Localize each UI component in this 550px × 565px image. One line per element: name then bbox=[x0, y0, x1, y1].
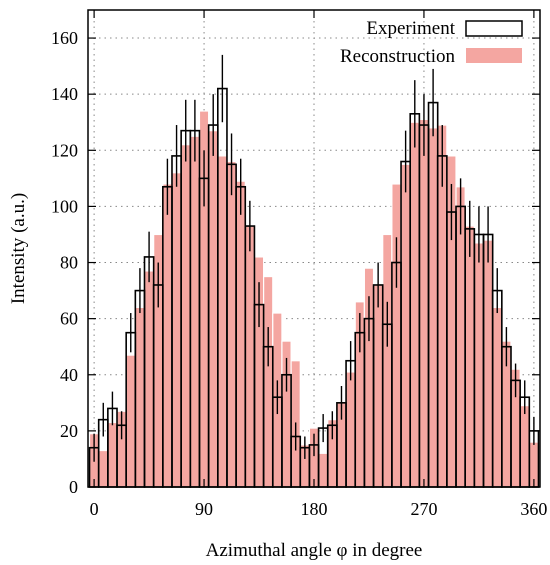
reconstruction-bar bbox=[217, 155, 228, 488]
x-axis-label: Azimuthal angle φ in degree bbox=[206, 540, 423, 561]
reconstruction-bar bbox=[171, 172, 182, 488]
legend-label-reconstruction: Reconstruction bbox=[340, 46, 456, 67]
reconstruction-bar bbox=[134, 306, 146, 488]
x-tick-label: 360 bbox=[520, 499, 547, 519]
y-tick-label: 0 bbox=[69, 477, 78, 497]
reconstruction-bar bbox=[244, 225, 256, 488]
y-tick-label: 40 bbox=[60, 365, 78, 385]
reconstruction-bar bbox=[427, 127, 439, 488]
reconstruction-bars bbox=[88, 110, 540, 488]
reconstruction-bar bbox=[492, 306, 503, 488]
x-tick-label: 180 bbox=[301, 499, 328, 519]
reconstruction-bar bbox=[345, 371, 356, 488]
reconstruction-bar bbox=[208, 130, 219, 488]
y-axis-label: Intensity (a.u.) bbox=[8, 193, 29, 304]
reconstruction-bar bbox=[107, 421, 118, 488]
reconstruction-bar bbox=[125, 354, 136, 488]
reconstruction-bar bbox=[391, 183, 402, 488]
y-tick-labels: 0 20 40 60 80 100 120 140 160 bbox=[51, 28, 78, 497]
reconstruction-bar bbox=[235, 180, 246, 488]
x-tick-label: 270 bbox=[410, 499, 437, 519]
reconstruction-bar bbox=[400, 163, 411, 488]
reconstruction-bar bbox=[409, 121, 420, 488]
reconstruction-bar bbox=[263, 275, 274, 488]
reconstruction-bar bbox=[317, 452, 329, 488]
y-tick-label: 140 bbox=[51, 84, 78, 104]
y-tick-label: 100 bbox=[51, 196, 78, 216]
legend-label-experiment: Experiment bbox=[366, 18, 455, 39]
y-tick-label: 80 bbox=[60, 253, 78, 273]
reconstruction-bar bbox=[418, 118, 430, 488]
legend: Experiment Reconstruction bbox=[340, 18, 523, 67]
reconstruction-bar bbox=[143, 270, 155, 488]
y-tick-label: 20 bbox=[60, 421, 78, 441]
reconstruction-bar bbox=[189, 135, 201, 488]
legend-swatch-reconstruction bbox=[466, 48, 522, 63]
x-tick-labels: 0 90 180 270 360 bbox=[90, 499, 548, 519]
reconstruction-bar bbox=[473, 242, 485, 488]
reconstruction-bar bbox=[98, 449, 109, 488]
reconstruction-bar bbox=[382, 233, 393, 488]
y-tick-label: 160 bbox=[51, 28, 78, 48]
reconstruction-bar bbox=[226, 160, 237, 488]
x-tick-label: 0 bbox=[90, 499, 99, 519]
x-tick-label: 90 bbox=[195, 499, 213, 519]
reconstruction-bar bbox=[464, 225, 475, 488]
y-tick-label: 120 bbox=[51, 140, 78, 160]
reconstruction-bar bbox=[180, 144, 191, 488]
reconstruction-bar bbox=[482, 239, 494, 488]
reconstruction-bar bbox=[372, 284, 384, 488]
legend-swatch-experiment bbox=[465, 20, 523, 37]
y-tick-label: 60 bbox=[60, 309, 78, 329]
reconstruction-bar bbox=[519, 405, 530, 488]
error-bars bbox=[93, 54, 535, 462]
axis-ticks bbox=[88, 10, 540, 488]
reconstruction-bar bbox=[162, 183, 173, 488]
